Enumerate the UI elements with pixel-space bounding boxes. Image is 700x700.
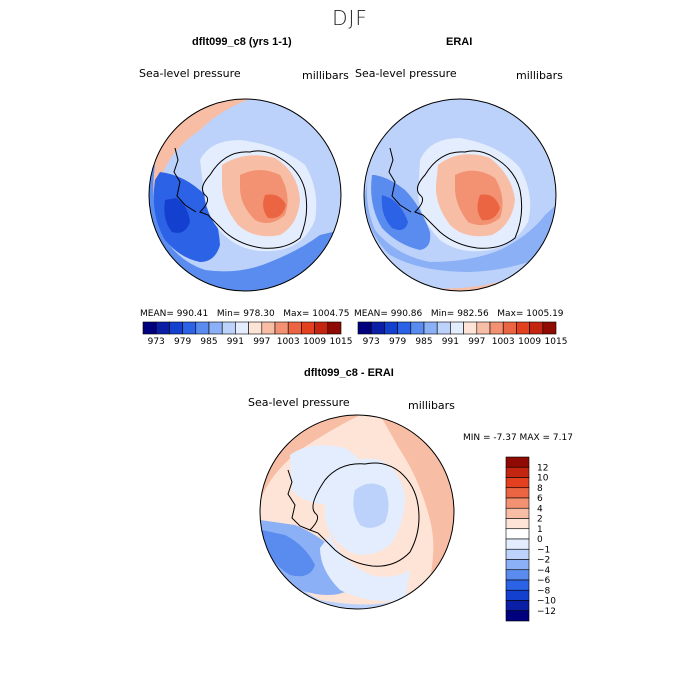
panel-3-colorbar-swatch: [505, 528, 530, 540]
panel-3-colorbar-swatch: [505, 518, 530, 530]
panel-2-units-label: millibars: [516, 69, 563, 82]
panel-2-colorbar-swatch: [489, 321, 504, 335]
panel-3-colorbar-swatch: [505, 456, 530, 468]
panel-2-colorbar-swatch: [423, 321, 438, 335]
panel-3-colorbar-label: −4: [537, 566, 551, 576]
panel-2-colorbar-swatch: [397, 321, 412, 335]
panel-1-mean: MEAN= 990.41: [140, 309, 209, 319]
panel-1-colorbar-label: 1003: [277, 337, 300, 347]
panel-3-colorbar-label: −10: [537, 597, 556, 607]
panel-1-colorbar-label: 1009: [303, 337, 326, 347]
panel-2-colorbar-label: 973: [363, 337, 380, 347]
panel-1-colorbar-swatch: [195, 321, 210, 335]
panel-3-colorbar-swatch: [505, 589, 530, 601]
panel-3-colorbar-swatch: [505, 600, 530, 612]
panel-1-colorbar-swatch: [221, 321, 236, 335]
panel-1-colorbar-swatch: [287, 321, 302, 335]
panel-2-colorbar-swatch: [502, 321, 517, 335]
panel-3-colorbar-swatch: [505, 487, 530, 499]
panel-1-colorbar-label: 973: [148, 337, 165, 347]
panel-1-title: dflt099_c8 (yrs 1-1): [192, 36, 292, 48]
panel-3-colorbar-label: 2: [537, 515, 543, 525]
panel-3-colorbar-swatch: [505, 569, 530, 581]
panel-1-field-label: Sea-level pressure: [139, 67, 241, 80]
panel-1-colorbar-swatch: [248, 321, 263, 335]
panel-3-field-label: Sea-level pressure: [248, 396, 350, 409]
panel-3-colorbar-swatch: [505, 579, 530, 591]
panel-1-min: Min= 978.30: [216, 309, 275, 319]
panel-2-title: ERAI: [446, 36, 473, 48]
panel-1-max: Max= 1004.75: [283, 309, 350, 319]
panel-3-colorbar-label: 10: [537, 474, 549, 484]
panel-3-colorbar-label: 1: [537, 525, 543, 535]
panel-3-colorbar-swatch: [505, 477, 530, 489]
panel-2-colorbar-swatch: [357, 321, 372, 335]
panel-2-max: Max= 1005.19: [497, 309, 564, 319]
panel-2-colorbar-swatch: [410, 321, 425, 335]
panel-1-colorbar-label: 985: [200, 337, 217, 347]
panel-3-min-max: MIN = -7.37 MAX = 7.17: [463, 433, 573, 443]
panel-2-colorbar-swatch: [450, 321, 464, 335]
panel-1-colorbar-swatch: [142, 321, 157, 335]
panel-3-title: dflt099_c8 - ERAI: [304, 367, 394, 379]
panel-1-colorbar-swatch: [327, 321, 342, 335]
panel-3-colorbar-label: −12: [537, 607, 556, 617]
panel-1-colorbar-swatch: [261, 321, 276, 335]
panel-1-colorbar-label: 997: [253, 337, 270, 347]
panel-1-colorbar-swatch: [182, 321, 197, 335]
panel-1-colorbar-swatch: [301, 321, 315, 335]
panel-2-colorbar-label: 1009: [518, 337, 541, 347]
panel-3-colorbar-label: −6: [537, 576, 551, 586]
figure-title: DJF: [332, 6, 368, 30]
panel-3-colorbar-label: −2: [537, 556, 550, 566]
panel-2-colorbar-swatch: [542, 321, 557, 335]
panel-3-colorbar-swatch: [505, 538, 530, 550]
panel-2-colorbar-swatch: [463, 321, 478, 335]
panel-1-colorbar-label: 979: [174, 337, 191, 347]
panel-3-colorbar-label: −1: [537, 545, 550, 555]
panel-3-colorbar-swatch: [505, 507, 530, 519]
panel-3-colorbar-label: 4: [537, 504, 543, 514]
panel-2-colorbar-swatch: [384, 321, 398, 335]
panel-2-colorbar-label: 991: [442, 337, 459, 347]
panel-1-colorbar-label: 991: [227, 337, 244, 347]
panel-1-colorbar-swatch: [314, 321, 329, 335]
panel-2-colorbar-label: 979: [389, 337, 406, 347]
panel-2-colorbar-swatch: [516, 321, 530, 335]
panel-3-colorbar-swatch: [505, 548, 530, 560]
panel-2-colorbar-label: 1015: [545, 337, 568, 347]
panel-3-colorbar-swatch: [505, 559, 530, 571]
panel-3-colorbar-swatch: [505, 497, 530, 509]
panel-2-colorbar-swatch: [529, 321, 544, 335]
panel-3-colorbar-swatch: [505, 610, 530, 622]
panel-2-colorbar-swatch: [370, 321, 385, 335]
panel-3-colorbar-label: 0: [537, 535, 543, 545]
panel-1-colorbar-swatch: [208, 321, 223, 335]
panel-1-colorbar-label: 1015: [330, 337, 353, 347]
panel-3-colorbar-label: 12: [537, 463, 548, 473]
panel-1-colorbar-swatch: [169, 321, 183, 335]
panel-1-units-label: millibars: [302, 69, 349, 82]
panel-3-units-label: millibars: [408, 399, 455, 412]
panel-2-colorbar-swatch: [436, 321, 451, 335]
panel-2-mean: MEAN= 990.86: [354, 309, 423, 319]
panel-2-colorbar-label: 1003: [492, 337, 515, 347]
panel-2-min: Min= 982.56: [430, 309, 489, 319]
panel-3-colorbar-label: 8: [537, 484, 543, 494]
panel-2-colorbar-label: 985: [415, 337, 432, 347]
panel-2-colorbar-swatch: [476, 321, 491, 335]
panel-3-colorbar-label: 6: [537, 494, 543, 504]
panel-2-field-label: Sea-level pressure: [355, 67, 457, 80]
panel-2-colorbar-label: 997: [468, 337, 485, 347]
panel-1-colorbar-swatch: [274, 321, 289, 335]
panel-3-colorbar-label: −8: [537, 586, 551, 596]
panel-1-colorbar-swatch: [155, 321, 170, 335]
panel-1-colorbar-swatch: [235, 321, 249, 335]
panel-3-colorbar-swatch: [505, 466, 530, 478]
